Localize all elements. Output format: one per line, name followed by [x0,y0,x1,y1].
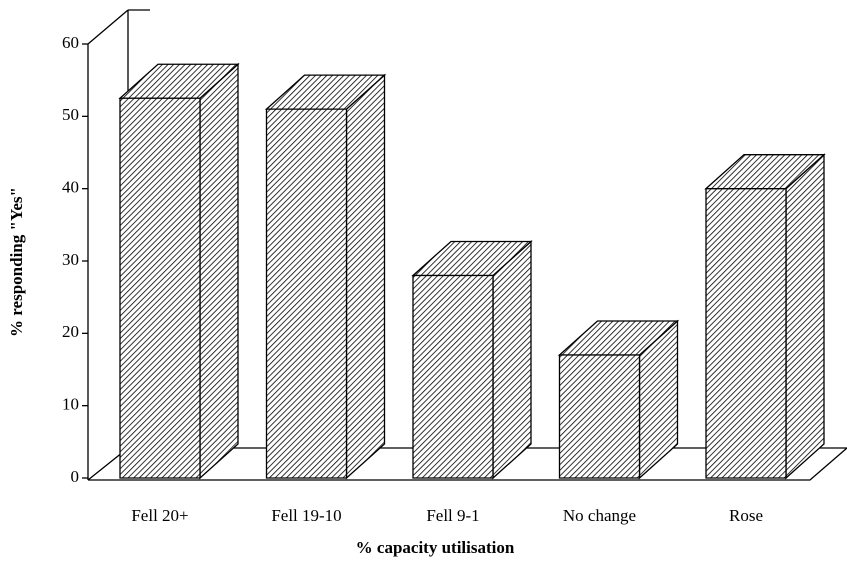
y-tick-label: 50 [62,105,79,124]
x-axis-title: % capacity utilisation [356,538,515,557]
bar-face [412,274,494,479]
bar [264,73,387,480]
y-tick-label: 0 [71,467,80,486]
x-tick-label: Fell 20+ [131,506,188,525]
y-tick-label: 10 [62,395,79,414]
bar-face [558,354,641,479]
bar-face [199,62,239,480]
bar [118,62,240,480]
bar [557,319,680,480]
x-tick-label: Rose [729,506,763,525]
bar-face [265,108,348,479]
bar [704,153,826,480]
y-tick-label: 20 [62,322,79,341]
y-axis-title: % responding "Yes" [7,187,26,337]
bar-face [345,73,386,480]
bar-face [705,188,787,479]
x-tick-label: No change [563,506,636,525]
bar-face [492,240,532,480]
bar-face [785,153,825,480]
x-tick-label: Fell 19-10 [271,506,341,525]
x-tick-label: Fell 9-1 [426,506,479,525]
y-tick-label: 40 [62,178,79,197]
bar [411,240,533,480]
y-tick-label: 30 [62,250,79,269]
bar-face [119,97,201,479]
y-tick-label: 60 [62,33,79,52]
